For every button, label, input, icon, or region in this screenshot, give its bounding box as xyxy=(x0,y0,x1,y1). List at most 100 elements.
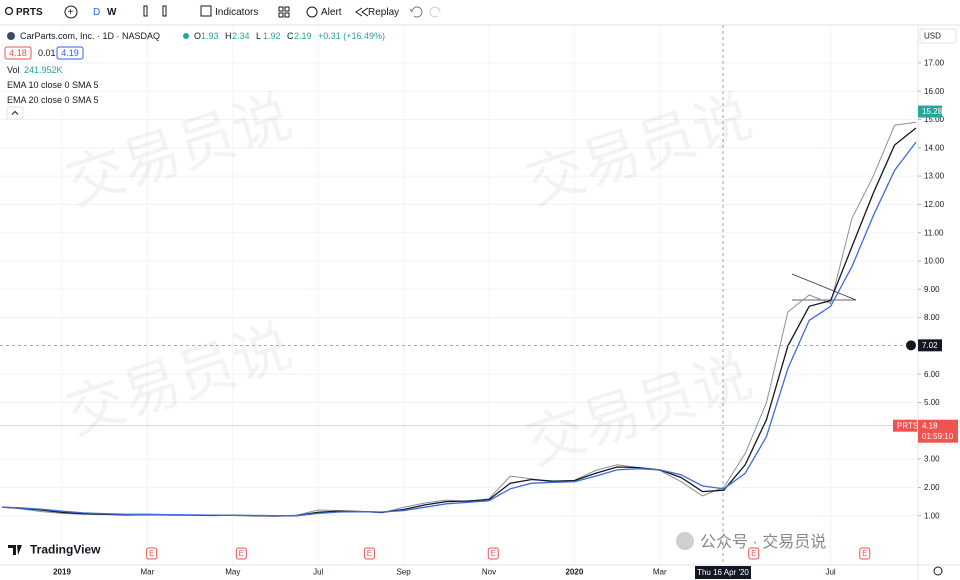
event-label: E xyxy=(491,549,496,558)
layout-icon[interactable] xyxy=(278,12,284,18)
x-tick-label: Jul xyxy=(313,568,323,577)
y-tick-label: 12.00 xyxy=(924,200,945,209)
last-price-label: 15.28 xyxy=(922,107,943,116)
event-marker[interactable] xyxy=(748,547,760,560)
ohlc-label: H xyxy=(225,31,232,41)
toolbar xyxy=(0,0,960,25)
currency-box[interactable] xyxy=(919,28,957,44)
redo-icon[interactable] xyxy=(429,6,441,18)
series-layer xyxy=(2,121,917,517)
x-tick-label: Mar xyxy=(653,568,667,577)
event-marker[interactable] xyxy=(859,547,871,560)
premarket-name-box xyxy=(893,419,917,432)
replay-icon[interactable] xyxy=(355,7,369,17)
x-tick-label: 2019 xyxy=(53,568,71,577)
indicators-icon[interactable] xyxy=(200,5,212,17)
brand-logo xyxy=(8,545,22,555)
plus: + xyxy=(68,7,74,18)
volume-value: 241.952K xyxy=(24,65,63,75)
last-price-box xyxy=(918,105,942,118)
premarket-time: 01:59:10 xyxy=(922,432,954,441)
alert-button[interactable]: Alert xyxy=(321,7,342,18)
event-marker[interactable] xyxy=(235,547,247,560)
y-tick-label: 17.00 xyxy=(924,59,945,68)
ohlc-value: 2.34 xyxy=(232,31,250,41)
grid-layer xyxy=(0,25,918,565)
indicators-button[interactable]: Indicators xyxy=(215,7,258,18)
replay-button[interactable]: Replay xyxy=(368,7,399,18)
symbol-logo xyxy=(7,32,15,40)
y-tick-label: 11.00 xyxy=(924,228,944,237)
watermark-layer: 交易员说交易员说交易员说交易员说 xyxy=(59,83,760,477)
event-marker[interactable] xyxy=(487,547,499,560)
y-tick-label: 15.00 xyxy=(924,115,945,124)
crosshair-y-label: 7.02 xyxy=(922,341,938,350)
ohlc-value: 2.19 xyxy=(294,31,312,41)
ui-layer: 1.00 2.00 3.00 5.00 6.00 8.00 9.00 10.00 11.00 12… xyxy=(0,25,958,579)
event-label: E xyxy=(239,549,244,558)
indicator-label: EMA 20 close 0 SMA 5 xyxy=(7,95,99,105)
ohlc-value: 1.93 xyxy=(201,31,219,41)
legend-title: CarParts.com, Inc. · 1D · NASDAQ xyxy=(20,31,160,41)
y-tick-label: 5.00 xyxy=(924,398,940,407)
x-tick-label: Sep xyxy=(396,568,411,577)
add-symbol[interactable] xyxy=(64,5,78,19)
y-tick-label: 2.00 xyxy=(924,483,940,492)
layout-icon[interactable] xyxy=(278,6,284,12)
wechat-icon xyxy=(676,532,694,550)
settings-icon[interactable] xyxy=(933,566,943,576)
ohlc-label: L xyxy=(256,31,261,41)
ohlc-label: O xyxy=(194,31,201,41)
collapse-button[interactable] xyxy=(6,106,24,120)
alert-icon[interactable] xyxy=(306,6,318,18)
ohlc-label: C xyxy=(287,31,294,41)
premarket-box xyxy=(918,419,958,443)
interval[interactable]: D xyxy=(93,7,100,18)
x-tick-label: Jul xyxy=(825,568,835,577)
watermark: 交易员说 xyxy=(59,313,300,447)
y-tick-label: 9.00 xyxy=(924,285,940,294)
event-label: E xyxy=(367,549,372,558)
spread: 0.01 xyxy=(38,48,56,58)
search-icon[interactable] xyxy=(4,6,14,16)
interval[interactable]: W xyxy=(107,7,117,18)
ohlc-change: +0.31 (+16.49%) xyxy=(318,31,385,41)
layout-icon[interactable] xyxy=(284,12,290,18)
x-tick-label: Nov xyxy=(482,568,496,577)
series-line xyxy=(2,141,917,517)
ask: 4.19 xyxy=(61,48,79,58)
event-label: E xyxy=(862,549,867,558)
x-tick-label: May xyxy=(225,568,240,577)
footer-note: 公众号 · 交易员说 xyxy=(700,533,826,551)
ask-box[interactable] xyxy=(56,46,84,60)
chart-type-icon[interactable] xyxy=(143,5,148,17)
undo-icon[interactable] xyxy=(409,6,423,18)
indicator-label: EMA 10 close 0 SMA 5 xyxy=(7,80,99,90)
chart-type-icon[interactable] xyxy=(162,5,167,17)
premarket-name: PRTS xyxy=(897,421,918,430)
brand: TradingView xyxy=(30,543,101,557)
ohlc-value: 1.92 xyxy=(263,31,281,41)
symbol[interactable]: PRTS xyxy=(16,7,43,18)
premarket-price: 4.18 xyxy=(922,421,938,430)
trendline xyxy=(791,273,857,301)
y-tick-label: 3.00 xyxy=(924,455,940,464)
crosshair-x-box xyxy=(694,566,751,579)
y-tick-label: 1.00 xyxy=(924,511,940,520)
event-marker[interactable] xyxy=(363,547,375,560)
y-tick-label: 10.00 xyxy=(924,257,945,266)
layout-icon[interactable] xyxy=(284,6,290,12)
market-status xyxy=(183,33,189,39)
crosshair-y-box xyxy=(918,339,942,352)
y-tick-label: 16.00 xyxy=(924,87,945,96)
bid-box[interactable] xyxy=(4,46,32,60)
event-label: E xyxy=(149,549,154,558)
event-label: E xyxy=(751,549,756,558)
crosshair-plus[interactable] xyxy=(906,340,916,351)
event-marker[interactable] xyxy=(146,547,158,560)
x-tick-label: Mar xyxy=(141,568,155,577)
crosshair-x-label: Thu 16 Apr '20 xyxy=(697,568,749,577)
y-tick-label: 14.00 xyxy=(924,143,945,152)
